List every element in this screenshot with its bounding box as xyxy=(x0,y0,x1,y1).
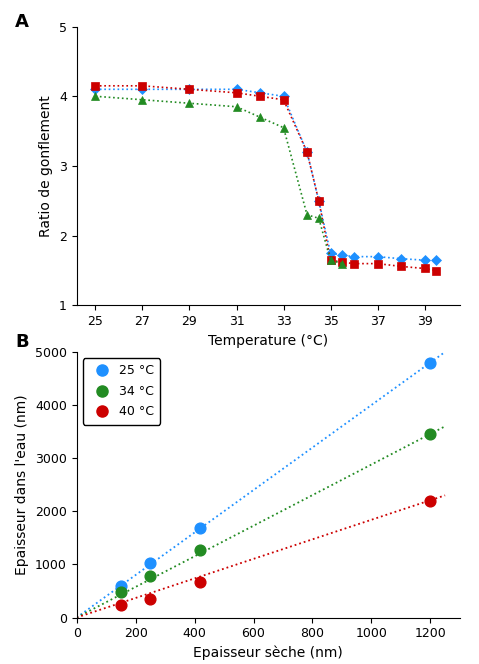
Point xyxy=(196,544,204,555)
Point xyxy=(117,587,125,598)
Legend: 25 °C, 34 °C, 40 °C: 25 °C, 34 °C, 40 °C xyxy=(83,358,160,425)
Point xyxy=(426,357,434,368)
Point xyxy=(147,571,154,582)
Text: A: A xyxy=(15,13,29,31)
X-axis label: Epaisseur sèche (nm): Epaisseur sèche (nm) xyxy=(194,646,343,660)
Point xyxy=(147,594,154,604)
Point xyxy=(147,558,154,568)
Text: B: B xyxy=(15,333,29,351)
X-axis label: Temperature (°C): Temperature (°C) xyxy=(208,334,328,348)
Point xyxy=(196,577,204,588)
Y-axis label: Epaisseur dans l'eau (nm): Epaisseur dans l'eau (nm) xyxy=(15,394,29,575)
Point xyxy=(426,429,434,440)
Point xyxy=(196,523,204,534)
Point xyxy=(117,580,125,591)
Y-axis label: Ratio de gonflement: Ratio de gonflement xyxy=(39,95,53,237)
Point xyxy=(117,600,125,611)
Point xyxy=(426,495,434,506)
